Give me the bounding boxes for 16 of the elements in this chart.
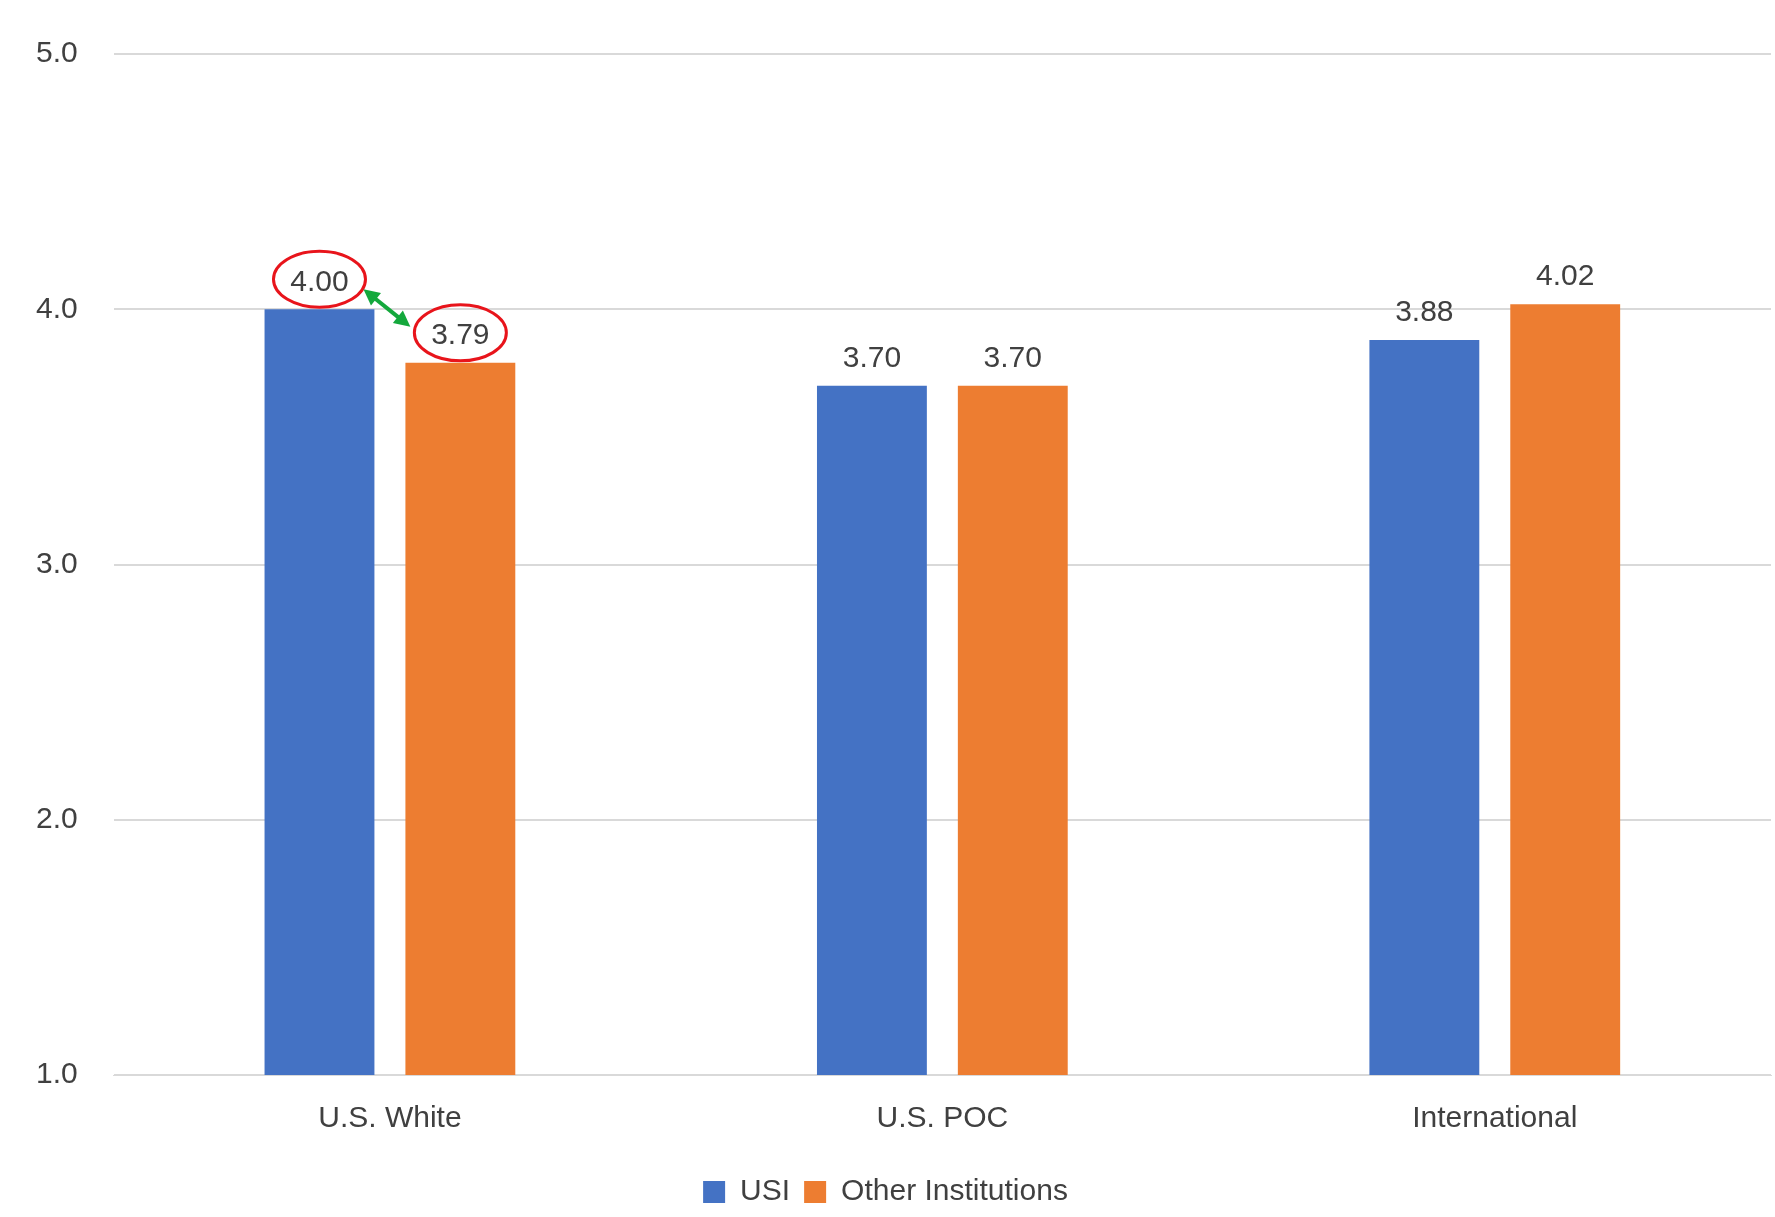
- data-label: 3.79: [431, 317, 490, 351]
- y-tick-label: 3.0: [35, 545, 78, 579]
- legend-label: Other Institutions: [841, 1173, 1068, 1207]
- data-label: 4.02: [1536, 258, 1595, 292]
- data-label: 4.00: [290, 263, 349, 297]
- x-tick-label: U.S. White: [318, 1100, 462, 1134]
- data-label: 3.70: [842, 340, 902, 374]
- x-tick-label: U.S. POC: [876, 1100, 1009, 1134]
- data-label: 3.70: [983, 340, 1042, 374]
- legend-label: USI: [740, 1173, 791, 1207]
- x-tick-label: International: [1412, 1100, 1578, 1134]
- y-tick-label: 1.0: [35, 1056, 78, 1090]
- y-tick-label: 5.0: [35, 35, 78, 69]
- y-tick-label: 4.0: [35, 290, 78, 324]
- data-label: 3.88: [1395, 294, 1454, 328]
- y-tick-label: 2.0: [35, 801, 78, 835]
